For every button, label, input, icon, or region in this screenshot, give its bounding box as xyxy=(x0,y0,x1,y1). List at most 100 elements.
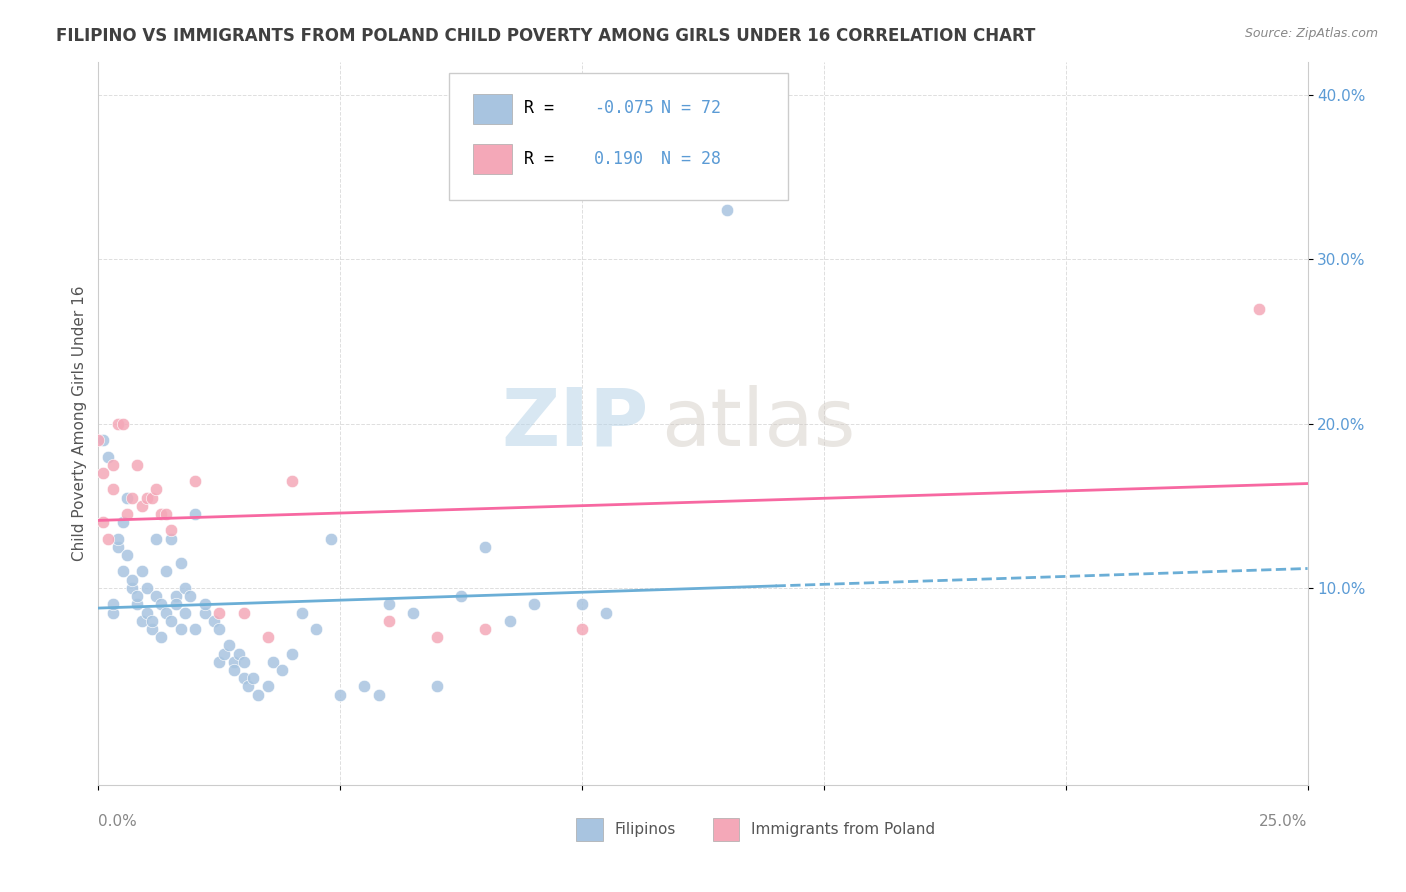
Point xyxy=(160,524,183,538)
Point xyxy=(377,598,399,612)
Point xyxy=(127,458,149,472)
Point xyxy=(131,614,153,628)
Point xyxy=(184,622,207,636)
Point xyxy=(141,614,163,628)
Point xyxy=(91,433,114,447)
Point xyxy=(121,491,143,505)
Point xyxy=(131,499,153,513)
Point xyxy=(232,606,254,620)
Point xyxy=(101,606,124,620)
Point xyxy=(281,474,304,488)
Point xyxy=(262,655,284,669)
FancyBboxPatch shape xyxy=(713,818,740,841)
Point xyxy=(107,532,129,546)
Point xyxy=(242,671,264,685)
Point xyxy=(305,622,328,636)
Point xyxy=(377,614,399,628)
Text: Immigrants from Poland: Immigrants from Poland xyxy=(751,822,935,838)
Point xyxy=(107,417,129,431)
Point xyxy=(145,483,167,497)
Point xyxy=(121,573,143,587)
Point xyxy=(155,507,177,521)
Point xyxy=(716,203,738,218)
Point xyxy=(97,532,120,546)
Point xyxy=(426,680,449,694)
Point xyxy=(329,688,352,702)
Point xyxy=(208,606,231,620)
FancyBboxPatch shape xyxy=(474,145,512,175)
Point xyxy=(281,647,304,661)
Point xyxy=(256,630,278,644)
Point xyxy=(169,622,191,636)
Point xyxy=(222,655,245,669)
Point xyxy=(474,622,496,636)
Point xyxy=(208,655,231,669)
Point xyxy=(145,532,167,546)
Point xyxy=(160,614,183,628)
Text: Source: ZipAtlas.com: Source: ZipAtlas.com xyxy=(1244,27,1378,40)
Point xyxy=(184,507,207,521)
Point xyxy=(160,532,183,546)
FancyBboxPatch shape xyxy=(576,818,603,841)
Point xyxy=(571,598,593,612)
Point xyxy=(91,466,114,480)
Text: N = 28: N = 28 xyxy=(661,150,721,168)
Point xyxy=(212,647,235,661)
FancyBboxPatch shape xyxy=(449,73,787,200)
Point xyxy=(117,507,139,521)
Text: R =: R = xyxy=(524,99,564,117)
Point xyxy=(523,598,546,612)
Point xyxy=(150,630,173,644)
Point xyxy=(150,507,173,521)
Text: R =: R = xyxy=(524,150,564,168)
Text: atlas: atlas xyxy=(661,384,855,463)
Point xyxy=(135,606,157,620)
Y-axis label: Child Poverty Among Girls Under 16: Child Poverty Among Girls Under 16 xyxy=(72,286,87,561)
Point xyxy=(194,598,217,612)
Text: Filipinos: Filipinos xyxy=(614,822,676,838)
Point xyxy=(101,483,124,497)
Point xyxy=(426,630,449,644)
Point xyxy=(290,606,312,620)
Point xyxy=(150,598,173,612)
Point xyxy=(101,458,124,472)
Point xyxy=(204,614,226,628)
Point xyxy=(111,515,134,529)
Point xyxy=(232,671,254,685)
Text: FILIPINO VS IMMIGRANTS FROM POLAND CHILD POVERTY AMONG GIRLS UNDER 16 CORRELATIO: FILIPINO VS IMMIGRANTS FROM POLAND CHILD… xyxy=(56,27,1036,45)
Text: 25.0%: 25.0% xyxy=(1260,814,1308,829)
Point xyxy=(107,540,129,554)
Point xyxy=(121,581,143,595)
Point xyxy=(117,491,139,505)
Point xyxy=(117,548,139,562)
Point xyxy=(165,598,187,612)
Text: 0.0%: 0.0% xyxy=(98,814,138,829)
Point xyxy=(141,622,163,636)
Point xyxy=(271,663,294,677)
FancyBboxPatch shape xyxy=(474,94,512,124)
Text: N = 72: N = 72 xyxy=(661,99,721,117)
Point xyxy=(450,589,472,603)
Point xyxy=(222,663,245,677)
Text: ZIP: ZIP xyxy=(502,384,648,463)
Point xyxy=(131,565,153,579)
Point xyxy=(228,647,250,661)
Point xyxy=(127,598,149,612)
Point xyxy=(474,540,496,554)
Point xyxy=(179,589,201,603)
Point xyxy=(498,614,520,628)
Point xyxy=(111,565,134,579)
Point xyxy=(169,556,191,570)
Point xyxy=(353,680,375,694)
Point xyxy=(247,688,270,702)
Point xyxy=(208,622,231,636)
Point xyxy=(1249,301,1271,316)
Point xyxy=(97,450,120,464)
Point xyxy=(402,606,425,620)
Text: -0.075: -0.075 xyxy=(595,99,654,117)
Point xyxy=(141,491,163,505)
Point xyxy=(238,680,260,694)
Point xyxy=(595,606,617,620)
Point xyxy=(184,474,207,488)
Point xyxy=(87,433,110,447)
